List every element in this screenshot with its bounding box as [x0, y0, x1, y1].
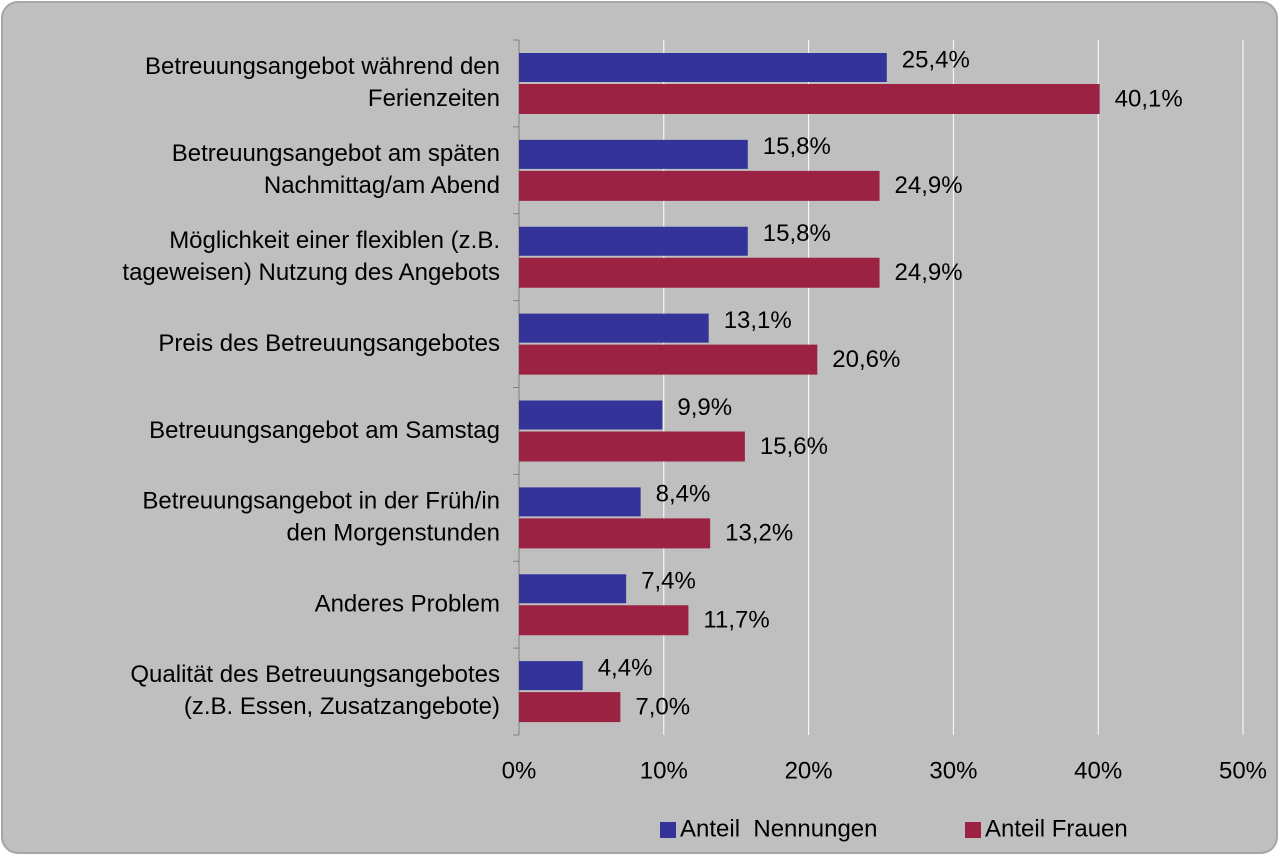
legend-label: Anteil Frauen — [985, 815, 1128, 842]
x-tick-label: 20% — [785, 757, 833, 784]
value-label: 13,1% — [724, 307, 792, 334]
bar — [519, 692, 621, 723]
value-label: 8,4% — [656, 481, 711, 508]
x-tick-label: 10% — [640, 757, 688, 784]
value-label: 15,8% — [763, 220, 831, 247]
bar — [519, 487, 641, 517]
bar — [519, 170, 880, 201]
bar — [519, 605, 689, 636]
category-label: Betreuungsangebot am Samstag — [149, 417, 500, 444]
value-label: 11,7% — [703, 607, 769, 634]
bar — [519, 84, 1100, 114]
x-tick-label: 0% — [502, 757, 537, 784]
bar — [519, 53, 887, 82]
category-label: Möglichkeit einer flexiblen (z.B. tagewei… — [122, 227, 500, 286]
category-label: Betreuungsangebot während den Ferienzeite… — [145, 53, 500, 112]
bar — [519, 226, 748, 256]
value-label: 7,4% — [641, 568, 696, 595]
value-label: 15,6% — [760, 433, 828, 460]
value-label: 4,4% — [598, 654, 653, 681]
value-label: 13,2% — [725, 520, 793, 547]
value-label: 15,8% — [763, 133, 831, 160]
category-label: Betreuungsangebot in der Früh/in den Morg… — [142, 488, 500, 547]
bar — [519, 431, 745, 462]
value-label: 25,4% — [902, 46, 970, 73]
category-label: Anderes Problem — [315, 591, 500, 618]
bar — [519, 400, 663, 430]
bar — [519, 518, 711, 549]
value-label: 20,6% — [832, 346, 900, 373]
x-tick-label: 50% — [1219, 757, 1267, 784]
value-label: 40,1% — [1115, 85, 1183, 112]
value-label: 9,9% — [677, 394, 732, 421]
value-label: 24,9% — [895, 259, 963, 286]
category-label: Preis des Betreuungsangebotes — [158, 330, 500, 357]
bar — [519, 574, 627, 604]
bar — [519, 313, 709, 343]
bar — [519, 139, 748, 169]
value-label: 7,0% — [635, 693, 690, 720]
bar — [519, 344, 818, 375]
category-label: Qualität des Betreuungsangebotes (z.B. Es… — [130, 661, 500, 720]
value-label: 24,9% — [895, 172, 963, 199]
bar — [519, 257, 880, 288]
x-tick-label: 40% — [1074, 757, 1122, 784]
legend-label: Anteil Nennungen — [680, 815, 877, 842]
legend-swatch — [660, 822, 676, 838]
x-tick-label: 30% — [929, 757, 977, 784]
category-label: Betreuungsangebot am späten Nachmittag/am… — [172, 140, 500, 199]
legend-swatch — [965, 822, 981, 838]
bar — [519, 661, 583, 691]
